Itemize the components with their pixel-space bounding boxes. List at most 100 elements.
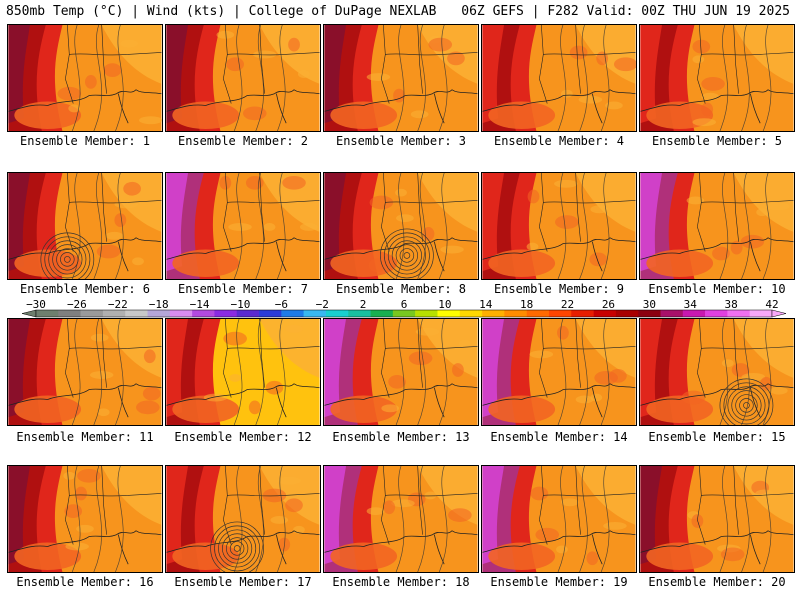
colorbar-tick-label: −22 bbox=[108, 300, 128, 311]
colorbar-swatch bbox=[303, 310, 327, 317]
colorbar-swatch bbox=[236, 310, 260, 317]
colorbar-tick-label: 42 bbox=[765, 300, 778, 311]
colorbar-swatch bbox=[370, 310, 394, 317]
ensemble-member-label: Ensemble Member: 19 bbox=[490, 575, 628, 589]
colorbar-tick-label: 30 bbox=[643, 300, 656, 311]
ensemble-member-label: Ensemble Member: 7 bbox=[177, 282, 309, 296]
ensemble-panel bbox=[481, 318, 637, 426]
ensemble-panel bbox=[7, 24, 163, 132]
colorbar-tick-label: 26 bbox=[602, 300, 615, 311]
temperature-map bbox=[482, 173, 636, 279]
ensemble-member-label: Ensemble Member: 5 bbox=[651, 134, 783, 148]
header-title: 850mb Temp (°C) | Wind (kts) | College o… bbox=[6, 4, 437, 19]
ensemble-member-label: Ensemble Member: 6 bbox=[19, 282, 151, 296]
temperature-map bbox=[8, 173, 162, 279]
ensemble-panel bbox=[7, 465, 163, 573]
colorbar-swatch bbox=[593, 310, 617, 317]
colorbar-tick-label: −30 bbox=[26, 300, 46, 311]
colorbar-tick-label: 14 bbox=[479, 300, 493, 311]
colorbar-tick-label: −2 bbox=[316, 300, 329, 311]
ensemble-panel bbox=[165, 172, 321, 280]
colorbar-swatch bbox=[638, 310, 661, 317]
colorbar-swatch bbox=[727, 310, 750, 317]
temperature-map bbox=[324, 173, 478, 279]
colorbar-tick-label: 22 bbox=[561, 300, 574, 311]
colorbar-swatch bbox=[348, 310, 371, 317]
ensemble-panel bbox=[7, 172, 163, 280]
ensemble-member-label: Ensemble Member: 16 bbox=[16, 575, 154, 589]
temperature-map bbox=[166, 173, 320, 279]
ensemble-member-label: Ensemble Member: 1 bbox=[19, 134, 151, 148]
ensemble-member-label: Ensemble Member: 13 bbox=[332, 430, 470, 444]
colorbar-tick-label: 34 bbox=[684, 300, 698, 311]
colorbar-tick-label: −18 bbox=[149, 300, 169, 311]
colorbar-swatch bbox=[36, 310, 59, 317]
colorbar-swatch bbox=[459, 310, 483, 317]
ensemble-member-label: Ensemble Member: 4 bbox=[493, 134, 625, 148]
ensemble-member-label: Ensemble Member: 3 bbox=[335, 134, 467, 148]
ensemble-member-label: Ensemble Member: 12 bbox=[174, 430, 312, 444]
header-run-info: 06Z GEFS | F282 Valid: 00Z THU JUN 19 20… bbox=[461, 4, 790, 19]
ensemble-member-label: Ensemble Member: 20 bbox=[648, 575, 786, 589]
colorbar-tick-label: 2 bbox=[360, 300, 367, 311]
colorbar-swatch bbox=[548, 310, 572, 317]
ensemble-panel bbox=[481, 24, 637, 132]
ensemble-panel bbox=[639, 24, 795, 132]
ensemble-panel bbox=[323, 172, 479, 280]
colorbar-swatch bbox=[504, 310, 527, 317]
temperature-map bbox=[640, 25, 794, 131]
colorbar-swatch bbox=[214, 310, 238, 317]
temperature-map bbox=[8, 25, 162, 131]
ensemble-member-label: Ensemble Member: 8 bbox=[335, 282, 467, 296]
temperature-map bbox=[482, 466, 636, 572]
temperature-map bbox=[166, 25, 320, 131]
ensemble-member-label: Ensemble Member: 18 bbox=[332, 575, 470, 589]
colorbar-swatch bbox=[325, 310, 349, 317]
colorbar-tick-label: −6 bbox=[275, 300, 288, 311]
colorbar-swatch bbox=[682, 310, 706, 317]
colorbar-swatch bbox=[102, 310, 126, 317]
colorbar-tick-label: −26 bbox=[67, 300, 87, 311]
colorbar-tick-label: −10 bbox=[231, 300, 251, 311]
colorbar-swatch bbox=[147, 310, 171, 317]
colorbar-swatch bbox=[705, 310, 728, 317]
colorbar-swatch bbox=[749, 310, 773, 317]
temperature-map bbox=[8, 466, 162, 572]
ensemble-panel bbox=[639, 465, 795, 573]
colorbar-tick-label: −14 bbox=[190, 300, 210, 311]
ensemble-member-label: Ensemble Member: 9 bbox=[493, 282, 625, 296]
temperature-map bbox=[482, 319, 636, 425]
temperature-map bbox=[640, 173, 794, 279]
temperature-map bbox=[324, 466, 478, 572]
colorbar-swatch bbox=[482, 310, 505, 317]
colorbar-swatch bbox=[437, 310, 461, 317]
ensemble-member-label: Ensemble Member: 14 bbox=[490, 430, 628, 444]
temperature-colorbar: −30 −26 −22 −18 −14 −10 −6 −2 2 6 10 14 18 22 26 30 34 38… bbox=[22, 300, 786, 318]
ensemble-member-label: Ensemble Member: 11 bbox=[16, 430, 154, 444]
ensemble-panel bbox=[639, 172, 795, 280]
colorbar-swatch bbox=[259, 310, 282, 317]
colorbar-tick-label: 10 bbox=[438, 300, 451, 311]
colorbar-swatch bbox=[125, 310, 148, 317]
colorbar-left-arrow bbox=[22, 309, 37, 318]
ensemble-member-label: Ensemble Member: 10 bbox=[648, 282, 786, 296]
colorbar-swatch bbox=[571, 310, 594, 317]
colorbar-swatch bbox=[281, 310, 304, 317]
colorbar-swatch bbox=[169, 310, 193, 317]
colorbar-swatch bbox=[526, 310, 550, 317]
ensemble-panel bbox=[323, 24, 479, 132]
colorbar-right-arrow bbox=[771, 309, 786, 318]
temperature-map bbox=[166, 466, 320, 572]
ensemble-panel bbox=[639, 318, 795, 426]
ensemble-panel bbox=[165, 24, 321, 132]
ensemble-panel bbox=[481, 172, 637, 280]
colorbar-swatch bbox=[58, 310, 81, 317]
ensemble-member-label: Ensemble Member: 15 bbox=[648, 430, 786, 444]
ensemble-panel bbox=[323, 318, 479, 426]
ensemble-panel bbox=[165, 318, 321, 426]
colorbar-swatch bbox=[392, 310, 416, 317]
temperature-map bbox=[166, 319, 320, 425]
ensemble-member-label: Ensemble Member: 2 bbox=[177, 134, 309, 148]
colorbar-swatch bbox=[615, 310, 639, 317]
ensemble-panel bbox=[323, 465, 479, 573]
